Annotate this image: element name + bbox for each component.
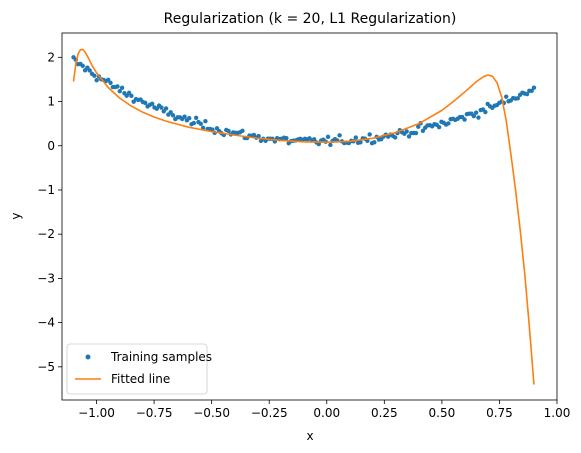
- axes: −1.00 −0.75 −0.50 −0.25 0.00 0.25 0.50 0.75 1.00…: [37, 32, 571, 420]
- training-sample-point: [191, 120, 197, 126]
- y-tick-label: −5: [37, 360, 55, 374]
- training-sample-point: [154, 106, 160, 111]
- training-sample-point: [94, 78, 99, 83]
- chart-title: Regularization (k = 20, L1 Regularizatio…: [164, 11, 457, 27]
- x-tick-label: 1.00: [544, 406, 571, 420]
- training-sample-point: [358, 140, 363, 145]
- training-sample-point: [328, 142, 333, 148]
- training-sample-point: [531, 85, 537, 90]
- training-sample-point: [515, 96, 520, 101]
- training-sample-point: [436, 124, 442, 130]
- y-tick-label: −2: [37, 227, 55, 241]
- training-sample-point: [446, 121, 451, 126]
- training-sample-point: [149, 101, 155, 106]
- training-sample-point: [170, 113, 176, 118]
- training-sample-point: [115, 84, 120, 89]
- y-tick-label: −1: [37, 183, 55, 197]
- training-sample-point: [337, 133, 342, 138]
- legend: Training samples Fitted line: [66, 343, 212, 395]
- training-sample-point: [284, 135, 289, 141]
- x-tick-label: −0.50: [193, 406, 230, 420]
- legend-marker-scatter: [85, 354, 91, 360]
- training-sample-point: [198, 121, 203, 127]
- training-sample-point: [372, 140, 377, 145]
- training-sample-point: [325, 134, 331, 140]
- training-sample-point: [367, 132, 372, 137]
- y-tick-label: 0: [47, 139, 55, 153]
- training-sample-point: [200, 125, 206, 131]
- training-sample-point: [404, 129, 409, 134]
- training-sample-point: [529, 88, 534, 94]
- legend-label: Fitted line: [111, 372, 170, 386]
- scatter-points: [71, 55, 537, 148]
- x-axis-label: x: [306, 429, 313, 443]
- training-sample-point: [256, 133, 261, 139]
- y-tick-label: −4: [37, 316, 55, 330]
- training-sample-point: [316, 141, 321, 147]
- training-sample-point: [163, 106, 169, 111]
- training-sample-point: [126, 90, 132, 95]
- training-sample-point: [406, 134, 412, 139]
- x-tick-label: 0.00: [313, 406, 340, 420]
- training-sample-point: [392, 135, 398, 140]
- training-sample-point: [92, 73, 97, 78]
- training-sample-point: [226, 128, 231, 134]
- training-sample-point: [168, 110, 173, 115]
- training-sample-point: [240, 128, 245, 133]
- training-sample-point: [187, 116, 192, 121]
- training-sample-point: [119, 85, 125, 91]
- x-tick-label: 0.75: [486, 406, 513, 420]
- x-tick-label: −0.25: [251, 406, 288, 420]
- y-axis-label: y: [9, 212, 23, 219]
- x-tick-label: −0.75: [136, 406, 173, 420]
- training-sample-point: [108, 80, 113, 85]
- fitted-line-layer: [72, 48, 535, 385]
- training-sample-point: [193, 115, 199, 121]
- training-sample-point: [420, 128, 426, 134]
- training-sample-point: [129, 93, 134, 98]
- training-sample-point: [473, 110, 479, 115]
- legend-box: [66, 343, 208, 395]
- axes-frame: [61, 32, 558, 401]
- x-tick-label: 0.50: [429, 406, 456, 420]
- training-sample-point: [159, 105, 164, 110]
- training-sample-point: [80, 63, 85, 69]
- x-tick-label: −1.00: [78, 406, 115, 420]
- training-sample-point: [117, 89, 122, 94]
- legend-label: Training samples: [110, 350, 212, 364]
- training-sample-point: [524, 91, 530, 97]
- training-sample-point: [504, 94, 509, 99]
- y-tick-label: −3: [37, 271, 55, 285]
- training-sample-point: [124, 93, 129, 98]
- training-sample-point: [462, 117, 467, 122]
- training-sample-point: [483, 109, 488, 115]
- training-sample-point: [353, 135, 359, 140]
- x-tick-label: 0.25: [371, 406, 398, 420]
- fitted-line: [72, 48, 535, 385]
- training-sample-point: [87, 68, 92, 73]
- training-sample-point: [182, 114, 187, 119]
- training-sample-point: [143, 100, 148, 106]
- y-tick-label: 1: [47, 95, 55, 109]
- y-tick-label: 2: [47, 50, 55, 64]
- training-sample-point: [471, 113, 477, 119]
- training-sample-point: [413, 130, 419, 136]
- training-sample-point: [311, 137, 317, 142]
- training-sample-point: [203, 118, 208, 124]
- training-sample-point: [476, 115, 481, 120]
- training-sample-point: [416, 124, 421, 129]
